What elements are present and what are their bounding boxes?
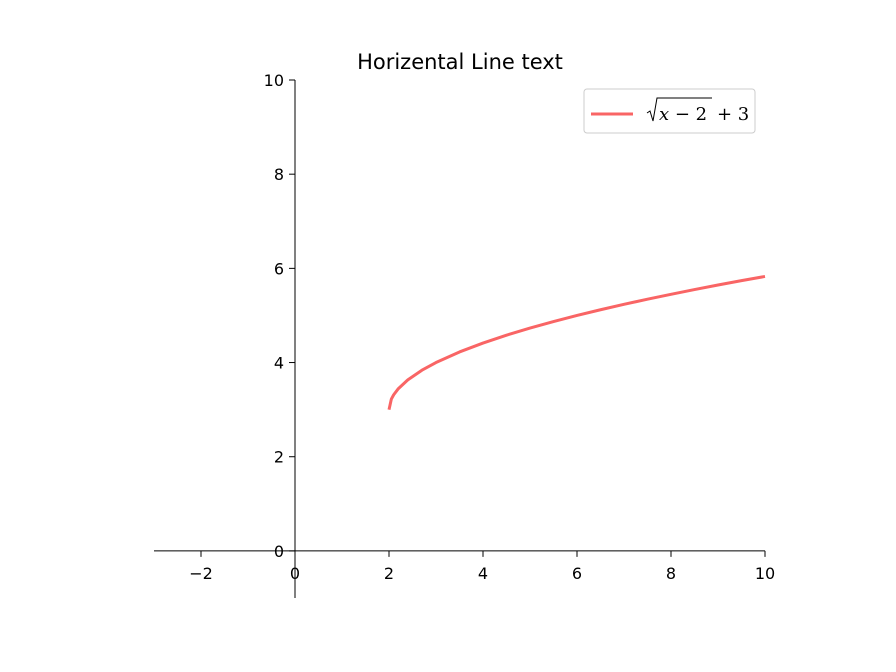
x-tick-label: 10 bbox=[755, 564, 775, 583]
y-tick-label: 8 bbox=[274, 165, 284, 184]
series-line bbox=[387, 274, 766, 410]
legend-box bbox=[583, 88, 756, 134]
y-tick-label: 10 bbox=[264, 71, 284, 90]
svg-text:+ 3: + 3 bbox=[717, 104, 749, 125]
x-tick-label: 0 bbox=[290, 564, 300, 583]
legend-label: x − 2 + 3 bbox=[646, 97, 749, 125]
legend-radical-sign bbox=[646, 97, 712, 122]
x-tick-label: 6 bbox=[572, 564, 582, 583]
legend: x − 2 + 3 bbox=[583, 88, 756, 134]
y-tick-label: 4 bbox=[274, 354, 284, 373]
x-tick-label: 4 bbox=[478, 564, 488, 583]
x-tick-label: 8 bbox=[666, 564, 676, 583]
axes: −2 0 2 4 6 8 10 0 2 4 6 8 10 bbox=[154, 71, 775, 598]
y-tick-label: 6 bbox=[274, 259, 284, 278]
x-tick-label: 2 bbox=[384, 564, 394, 583]
chart-title: Horizental Line text bbox=[357, 50, 563, 74]
plot-lines bbox=[387, 274, 766, 410]
svg-text:x − 2: x − 2 bbox=[659, 104, 707, 125]
y-tick-label: 2 bbox=[274, 448, 284, 467]
y-tick-label: 0 bbox=[274, 542, 284, 561]
x-tick-label: −2 bbox=[189, 564, 213, 583]
